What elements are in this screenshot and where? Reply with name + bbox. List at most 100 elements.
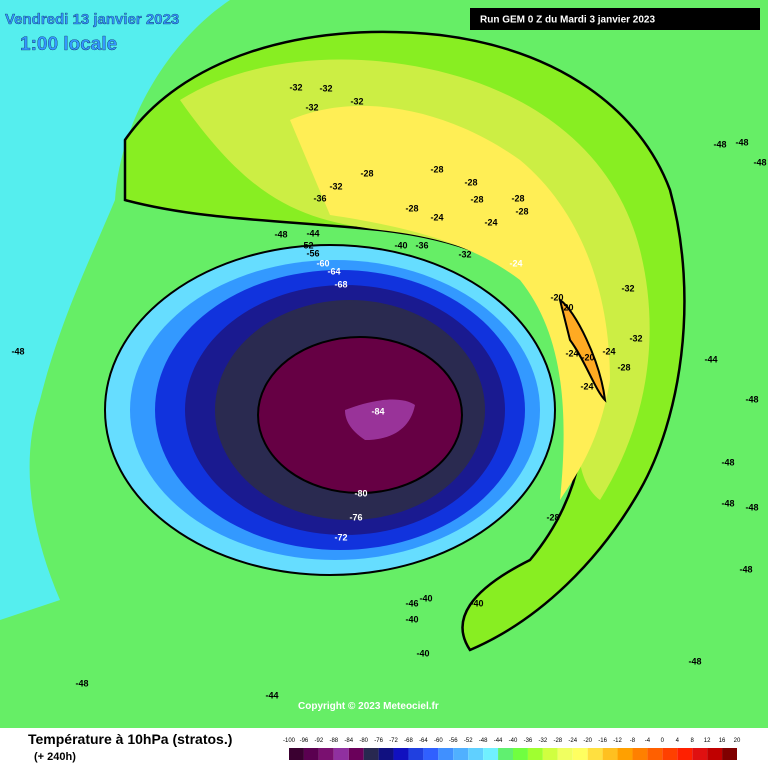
contour-label: -40 — [394, 240, 407, 250]
scale-tick-label: -36 — [524, 738, 533, 744]
run-info: Run GEM 0 Z du Mardi 3 janvier 2023 — [480, 15, 655, 26]
scale-swatch — [692, 748, 708, 760]
contour-label: -24 — [565, 348, 578, 358]
scale-swatch — [423, 748, 439, 760]
scale-tick-label: -24 — [568, 738, 577, 744]
scale-tick-label: 20 — [734, 738, 741, 744]
contour-label: -44 — [306, 228, 319, 238]
contour-label: -28 — [617, 362, 630, 372]
contour-label: -48 — [745, 502, 758, 512]
scale-tick-label: 12 — [704, 738, 711, 744]
scale-tick-label: -32 — [539, 738, 548, 744]
contour-label: -48 — [75, 678, 88, 688]
scale-swatch — [438, 748, 454, 760]
scale-swatch — [572, 748, 588, 760]
scale-tick-label: -88 — [329, 738, 338, 744]
contour-label: -48 — [753, 157, 766, 167]
contour-label: -24 — [580, 381, 593, 391]
contour-label: -48 — [721, 457, 734, 467]
scale-tick-label: -52 — [464, 738, 473, 744]
scale-tick-label: -80 — [359, 738, 368, 744]
contour-label: -46 — [405, 598, 418, 608]
warmer-area — [180, 59, 650, 501]
contour-label: -40 — [470, 598, 483, 608]
contour-label: -36 — [313, 193, 326, 203]
contour-label: -24 — [484, 217, 497, 227]
contour-label: -48 — [721, 498, 734, 508]
scale-swatch — [617, 748, 633, 760]
contour-label: -32 — [319, 83, 332, 93]
scale-tick-label: -72 — [389, 738, 398, 744]
scale-swatch — [542, 748, 558, 760]
scale-swatch — [647, 748, 663, 760]
contour-label: -64 — [327, 266, 340, 276]
scale-swatch — [289, 748, 304, 760]
scale-tick-label: 4 — [676, 738, 680, 744]
scale-swatch — [632, 748, 648, 760]
contour-label: -32 — [289, 82, 302, 92]
contour-label: -28 — [464, 177, 477, 187]
hot-spot — [558, 297, 607, 403]
contour-label: -48 — [688, 656, 701, 666]
scale-tick-label: -28 — [553, 738, 562, 744]
contour-label: -20 — [581, 352, 594, 362]
scale-tick-label: -20 — [583, 738, 592, 744]
scale-tick-label: -76 — [374, 738, 383, 744]
scale-tick-label: -40 — [509, 738, 518, 744]
scale-tick-label: -44 — [494, 738, 503, 744]
contour-label: -28 — [515, 206, 528, 216]
scale-tick-label: -68 — [404, 738, 413, 744]
scale-swatch — [677, 748, 693, 760]
scale-swatch — [468, 748, 484, 760]
contour-label: -68 — [334, 279, 347, 289]
contour-label: -72 — [334, 532, 347, 542]
scale-swatch — [453, 748, 469, 760]
contour-label: -32 — [305, 102, 318, 112]
scale-swatch — [483, 748, 499, 760]
scale-tick-label: -48 — [479, 738, 488, 744]
contour-label: -28 — [470, 194, 483, 204]
contour-label: -28 — [360, 168, 373, 178]
contour-label: -32 — [458, 249, 471, 259]
contour-label: -36 — [415, 240, 428, 250]
contour-label: -28 — [511, 193, 524, 203]
run-box — [470, 8, 760, 30]
scale-swatch — [707, 748, 723, 760]
warmest-area — [290, 105, 610, 500]
scale-swatch — [513, 748, 528, 760]
contour-label: -44 — [265, 690, 278, 700]
contour-label: -48 — [739, 564, 752, 574]
contour-label: -28 — [546, 512, 559, 522]
contour-label: -44 — [704, 354, 717, 364]
cold-area — [0, 0, 230, 620]
contour-label: -76 — [349, 512, 362, 522]
scale-tick-label: -8 — [630, 738, 636, 744]
contour-label: -48 — [713, 139, 726, 149]
scale-tick-label: -96 — [300, 738, 309, 744]
scale-swatch — [557, 748, 573, 760]
contour-label: -60 — [316, 258, 329, 268]
scale-tick-label: 8 — [691, 738, 695, 744]
contour-label: -48 — [11, 346, 24, 356]
contour-label: -28 — [405, 203, 418, 213]
contour-label: -48 — [274, 229, 287, 239]
contour-label: -56 — [306, 248, 319, 258]
contour-label: -24 — [602, 346, 615, 356]
contour-label: -84 — [371, 406, 384, 416]
scale-swatch — [303, 748, 319, 760]
color-scale: -100 -96 -92 -88 -84 -80 -76 -72 -68 -64 -60 -56 -52… — [283, 738, 741, 760]
scale-swatch — [393, 748, 409, 760]
scale-swatch — [602, 748, 618, 760]
contour-label: -52 — [300, 240, 313, 250]
contour-label: -24 — [509, 258, 522, 268]
scale-swatch — [498, 748, 513, 760]
contour-label: -48 — [745, 394, 758, 404]
contour-label: -32 — [621, 283, 634, 293]
scale-swatch — [318, 748, 334, 760]
scale-swatch — [662, 748, 678, 760]
footer-title: Température à 10hPa (stratos.) — [28, 731, 232, 747]
scale-tick-label: -92 — [315, 738, 324, 744]
scale-tick-label: -56 — [449, 738, 458, 744]
date: Vendredi 13 janvier 2023 — [5, 11, 179, 28]
